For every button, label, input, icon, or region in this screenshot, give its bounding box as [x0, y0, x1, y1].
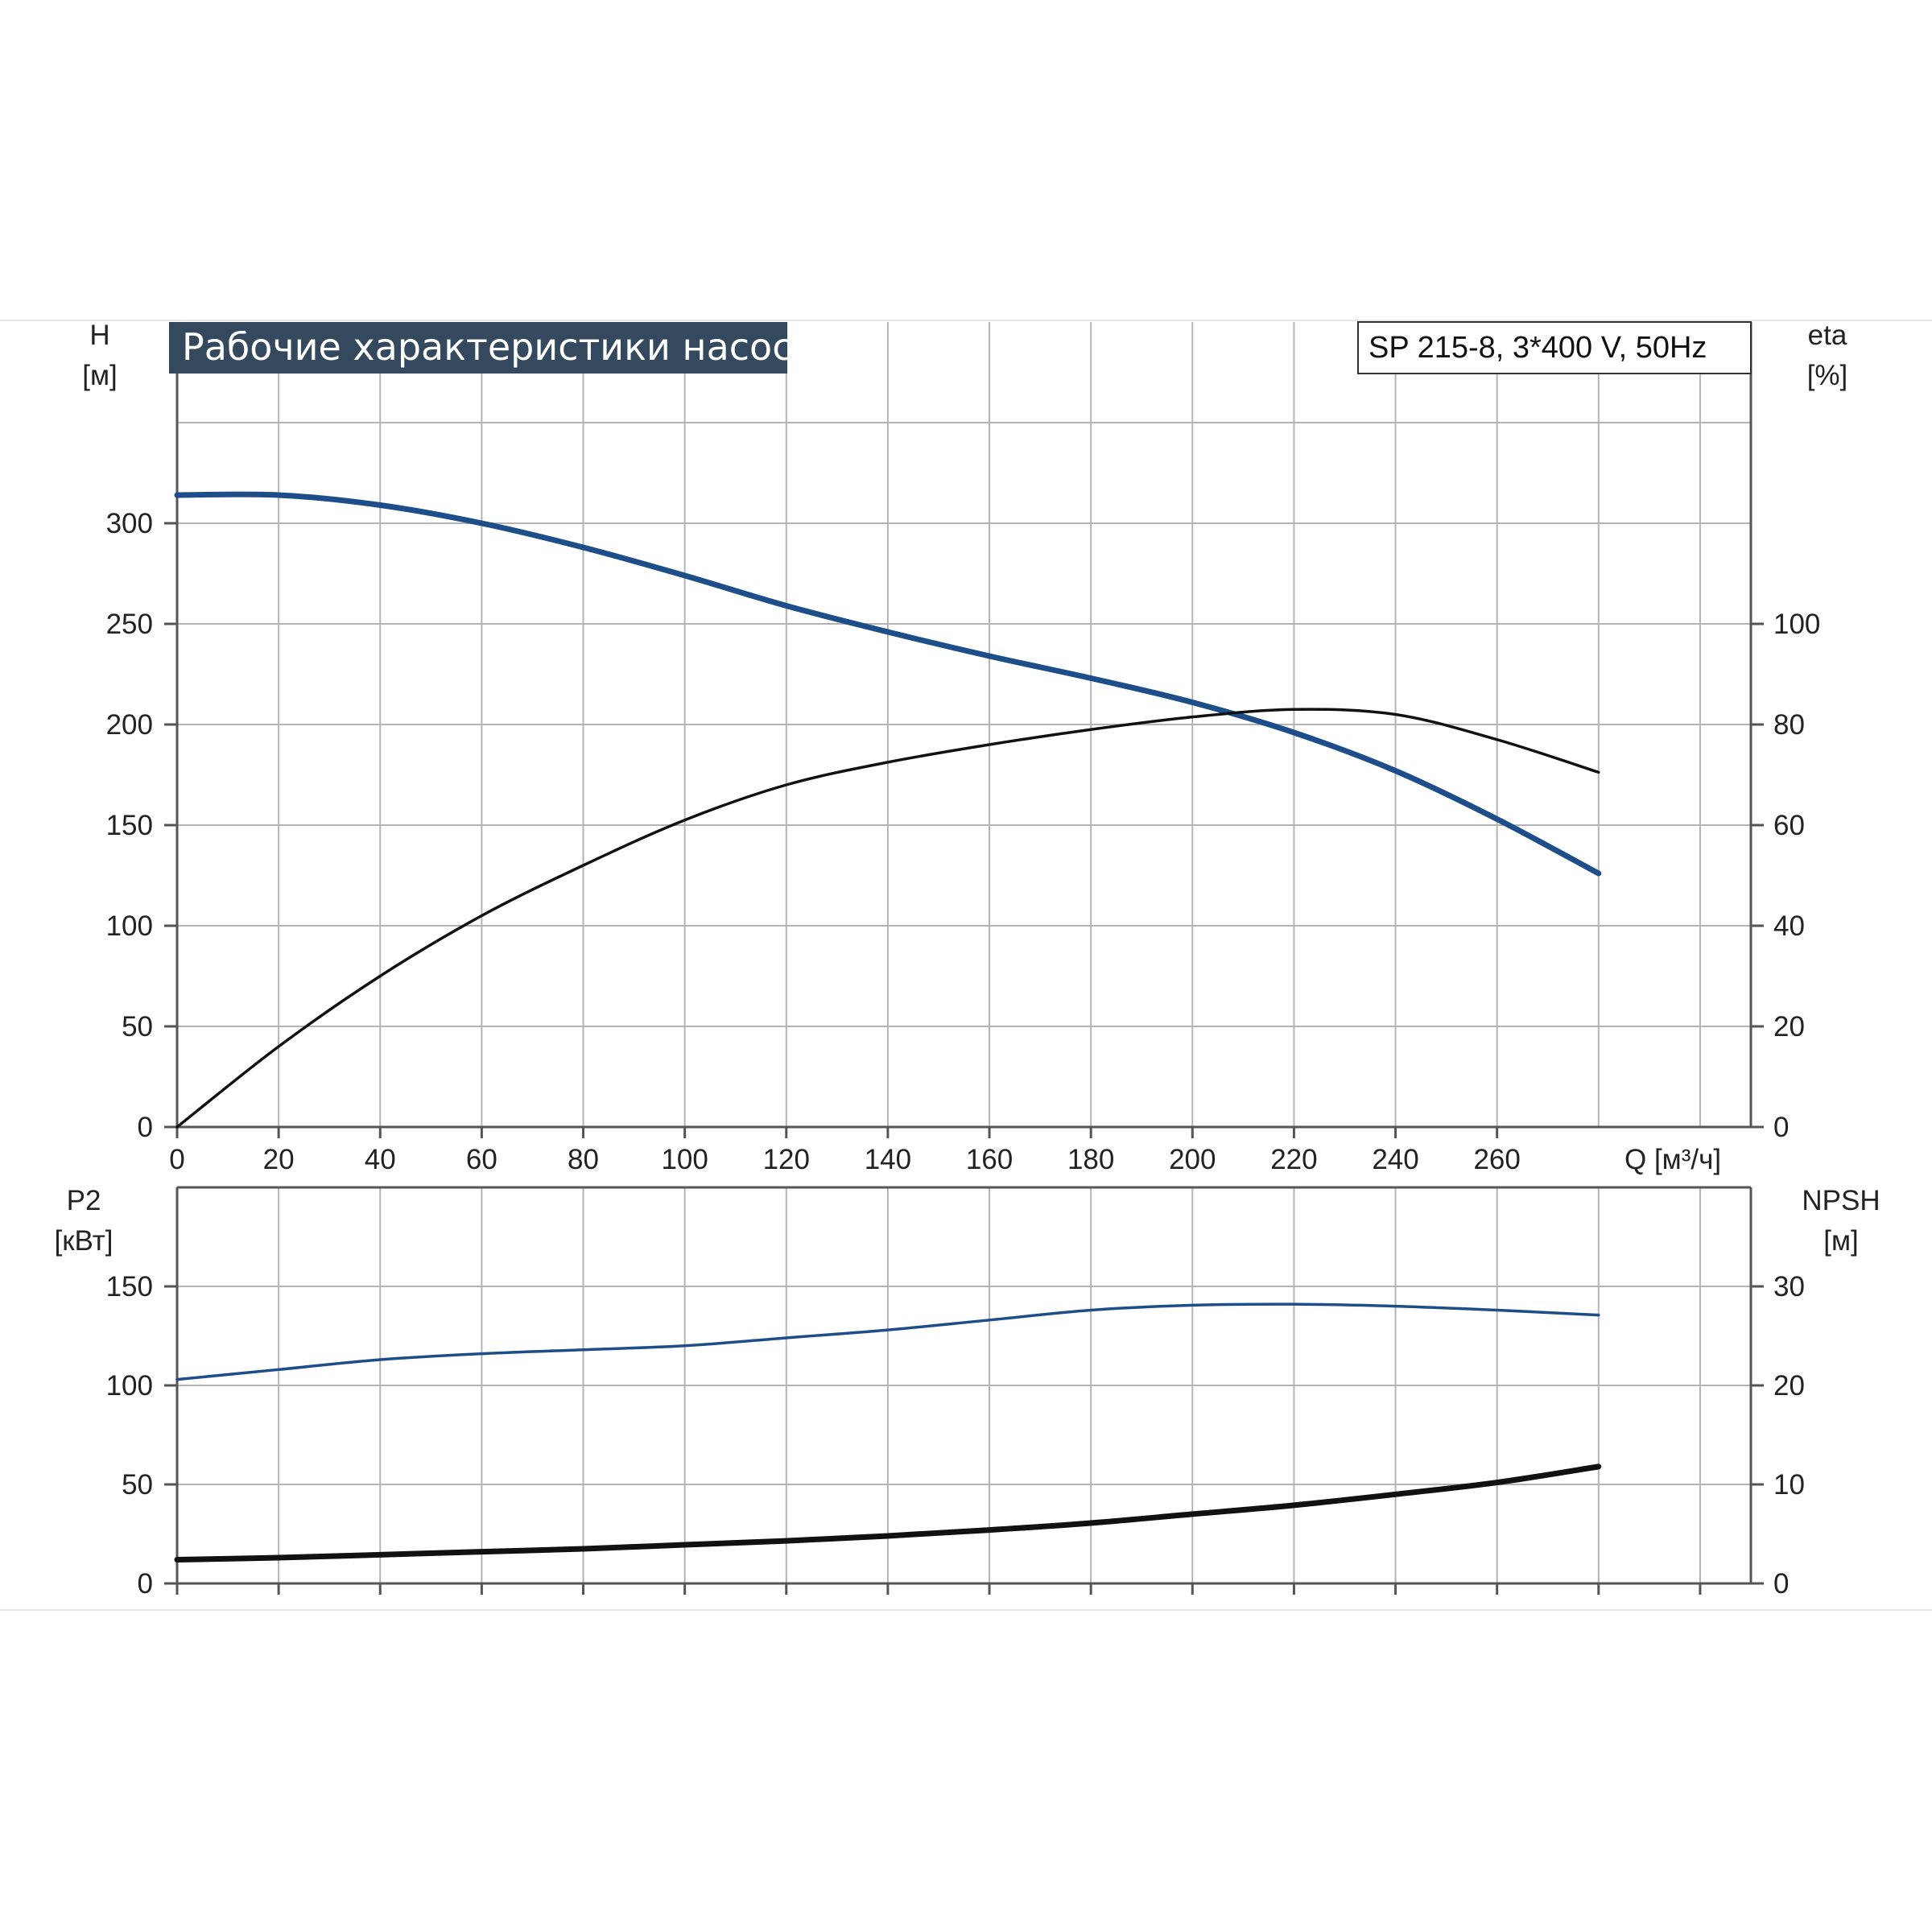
- title-box: [169, 322, 787, 374]
- x-tick-label: 40: [365, 1144, 396, 1175]
- eta-axis-label: eta: [1808, 320, 1847, 351]
- h-axis-label: H: [89, 320, 109, 351]
- chart-marks: [174, 491, 1602, 1563]
- y-right-tick-label: 10: [1773, 1469, 1805, 1501]
- q-axis-label: Q [м³/ч]: [1624, 1144, 1721, 1175]
- y-left-tick-label: 0: [138, 1112, 153, 1143]
- npsh-curve: [174, 1463, 1602, 1563]
- x-tick-label: 80: [568, 1144, 599, 1175]
- x-tick-label: 160: [966, 1144, 1013, 1175]
- y-right-tick-label: 40: [1773, 910, 1805, 942]
- x-tick-label: 120: [763, 1144, 810, 1175]
- top-chart-grid: 0 50 100 150 200 250 300 0 20 40 60 80 100 0 20 40 60 80 1…: [106, 322, 1820, 1175]
- x-tick-label: 0: [169, 1144, 184, 1175]
- x-tick-label: 60: [466, 1144, 497, 1175]
- x-tick-label: 20: [263, 1144, 295, 1175]
- model-label: SP 215-8, 3*400 V, 50Hz: [1368, 331, 1707, 365]
- x-tick-label: 260: [1473, 1144, 1520, 1175]
- y-right-tick-label: 60: [1773, 810, 1805, 841]
- power-curve: [175, 1302, 1600, 1381]
- y-left-tick-label: 0: [138, 1568, 153, 1600]
- y-left-tick-label: 150: [106, 810, 153, 841]
- y-left-tick-label: 50: [122, 1011, 153, 1042]
- p2-axis-label: P2: [67, 1185, 101, 1216]
- npsh-axis-label: NPSH: [1802, 1185, 1880, 1216]
- chart-title: Рабочие характеристики насоса: [182, 325, 815, 369]
- p2-axis-unit: [кВт]: [55, 1225, 114, 1257]
- npsh-axis-unit: [м]: [1823, 1225, 1859, 1257]
- y-left-tick-label: 200: [106, 709, 153, 741]
- efficiency-curve: [175, 708, 1600, 1129]
- x-tick-label: 200: [1169, 1144, 1216, 1175]
- y-left-tick-label: 250: [106, 609, 153, 640]
- y-left-tick-label: 50: [122, 1469, 153, 1501]
- x-tick-label: 220: [1270, 1144, 1317, 1175]
- x-tick-label: 240: [1372, 1144, 1418, 1175]
- y-right-tick-label: 80: [1773, 709, 1805, 741]
- bottom-chart-grid: 0 50 100 150 0 10 20 30: [106, 1186, 1805, 1600]
- head-curve: [174, 491, 1602, 877]
- y-right-tick-label: 100: [1773, 609, 1820, 640]
- y-left-tick-label: 150: [106, 1271, 153, 1302]
- model-box: [1357, 321, 1752, 374]
- y-right-tick-label: 20: [1773, 1370, 1805, 1402]
- x-tick-label: 140: [865, 1144, 911, 1175]
- y-left-tick-label: 100: [106, 910, 153, 942]
- y-right-tick-label: 0: [1773, 1568, 1789, 1600]
- x-tick-label: 180: [1067, 1144, 1114, 1175]
- y-left-tick-label: 100: [106, 1370, 153, 1402]
- eta-axis-unit: [%]: [1807, 360, 1848, 391]
- y-right-tick-label: 30: [1773, 1271, 1805, 1302]
- y-right-tick-label: 0: [1773, 1112, 1789, 1143]
- y-left-tick-label: 300: [106, 508, 153, 539]
- y-right-tick-label: 20: [1773, 1011, 1805, 1042]
- h-axis-unit: [м]: [82, 360, 118, 391]
- x-tick-label: 100: [661, 1144, 708, 1175]
